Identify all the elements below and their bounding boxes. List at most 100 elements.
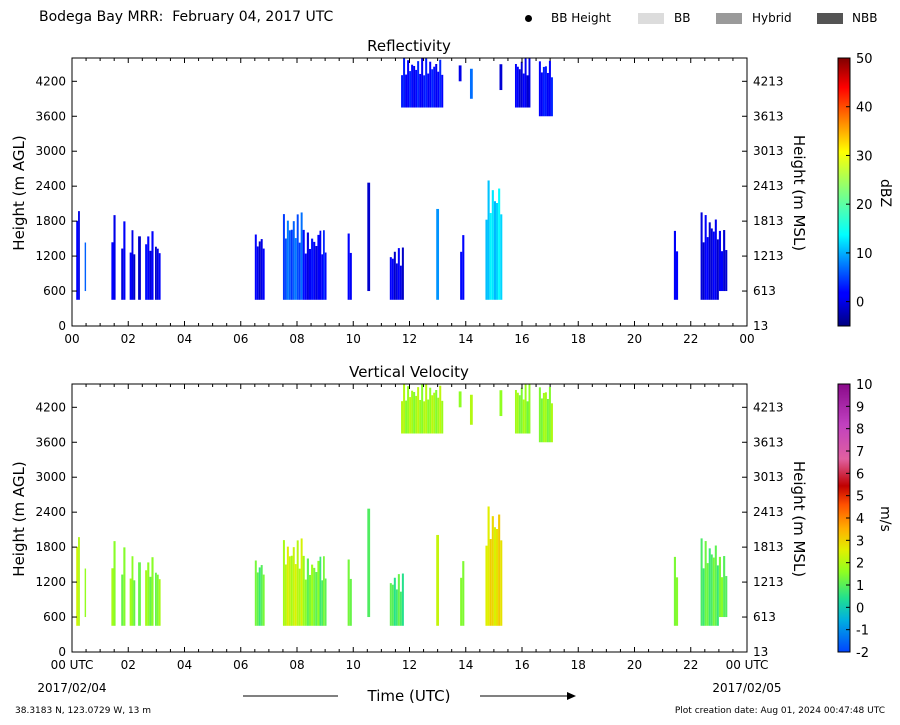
- panel1-title: Reflectivity: [367, 37, 451, 55]
- echo-column: [528, 58, 531, 108]
- echo-column: [714, 545, 717, 626]
- echo-column: [319, 556, 322, 626]
- echo-column: [460, 577, 463, 626]
- x-tick-label: 06: [233, 332, 248, 346]
- echo-column: [313, 567, 316, 626]
- colorbar-tick-label: 8: [856, 423, 864, 438]
- echo-column: [720, 577, 724, 618]
- echo-column: [462, 561, 465, 626]
- echo-column: [76, 546, 79, 626]
- echo-column: [258, 567, 261, 626]
- echo-column: [725, 576, 728, 618]
- echo-column: [294, 564, 297, 626]
- echo-column: [704, 541, 707, 626]
- echo-column: [458, 391, 462, 408]
- echo-column: [397, 574, 400, 626]
- station-coordinates: 38.3183 N, 123.0729 W, 13 m: [15, 706, 152, 716]
- echo-column: [296, 214, 299, 300]
- echo-column: [485, 219, 488, 300]
- echo-column: [710, 228, 713, 300]
- echo-column: [493, 527, 496, 626]
- echo-column: [282, 214, 285, 300]
- x-tick-label: 18: [571, 658, 586, 672]
- echo-column: [433, 392, 436, 434]
- echo-column: [154, 246, 157, 300]
- echo-column: [401, 573, 404, 626]
- echo-column: [145, 570, 148, 626]
- y-tick-label-right: 1213: [753, 575, 784, 589]
- legend-swatch-hybrid: [716, 13, 742, 24]
- echo-column: [439, 59, 442, 108]
- echo-column: [437, 397, 440, 434]
- x-tick-label: 10: [346, 332, 361, 346]
- y-tick-label-right: 3613: [753, 109, 784, 123]
- panel1-colorbar-label: dBZ: [877, 179, 893, 207]
- echo-column: [391, 584, 394, 626]
- echo-column: [431, 69, 434, 108]
- echo-column: [723, 230, 726, 292]
- echo-column: [716, 239, 719, 300]
- echo-column: [389, 583, 392, 626]
- colorbar-tick-label: 3: [856, 534, 864, 549]
- colorbar-tick-label: 1: [856, 579, 864, 594]
- end-date-label: 2017/02/05: [712, 681, 781, 695]
- echo-column: [151, 557, 154, 626]
- echo-column: [395, 263, 398, 300]
- echo-column: [499, 390, 503, 417]
- echo-column: [425, 58, 428, 108]
- echo-column: [712, 557, 715, 626]
- echo-column: [321, 580, 324, 626]
- echo-column: [393, 577, 396, 626]
- echo-column: [123, 221, 126, 300]
- x-tick-label: 16: [514, 332, 529, 346]
- echo-column: [308, 248, 312, 300]
- y-tick-label: 3000: [35, 470, 66, 484]
- echo-column: [302, 555, 305, 626]
- echo-column: [526, 401, 529, 434]
- x-tick-label: 08: [289, 332, 304, 346]
- echo-column: [500, 540, 503, 626]
- echo-column: [323, 556, 325, 626]
- echo-column: [520, 61, 523, 108]
- echo-column: [367, 508, 371, 618]
- echo-column: [673, 230, 676, 300]
- colorbar-tick-label: 2: [856, 557, 864, 572]
- echo-column: [413, 65, 416, 108]
- echo-column: [147, 562, 150, 626]
- echo-column: [469, 394, 473, 425]
- echo-column: [439, 385, 442, 434]
- echo-column: [298, 242, 301, 300]
- y-tick-label-right: 1813: [753, 214, 784, 228]
- x-tick-label: 06: [233, 658, 248, 672]
- echo-column: [673, 556, 676, 626]
- echo-column: [546, 398, 549, 443]
- echo-column: [156, 574, 159, 626]
- echo-column: [317, 234, 320, 300]
- panel1-colorbar: [837, 57, 851, 327]
- echo-column: [469, 68, 473, 99]
- echo-column: [151, 231, 154, 300]
- echo-column: [421, 58, 424, 108]
- colorbar-tick-label: 50: [856, 52, 873, 67]
- echo-column: [292, 547, 295, 626]
- y-tick-label-right: 2413: [753, 179, 784, 193]
- echo-column: [256, 246, 259, 300]
- echo-column: [317, 560, 320, 626]
- echo-column: [704, 215, 707, 300]
- echo-column: [407, 386, 410, 434]
- echo-column: [427, 399, 430, 434]
- echo-column: [298, 568, 301, 626]
- echo-column: [399, 591, 402, 626]
- echo-column: [427, 73, 430, 108]
- echo-column: [300, 538, 303, 626]
- echo-column: [78, 211, 80, 300]
- echo-column: [399, 265, 402, 300]
- echo-column: [391, 258, 394, 300]
- echo-column: [540, 72, 543, 117]
- x-tick-label: 04: [177, 658, 192, 672]
- echo-column: [718, 556, 721, 618]
- x-tick-label: 22: [683, 658, 698, 672]
- colorbar-tick-label: -1: [856, 624, 869, 639]
